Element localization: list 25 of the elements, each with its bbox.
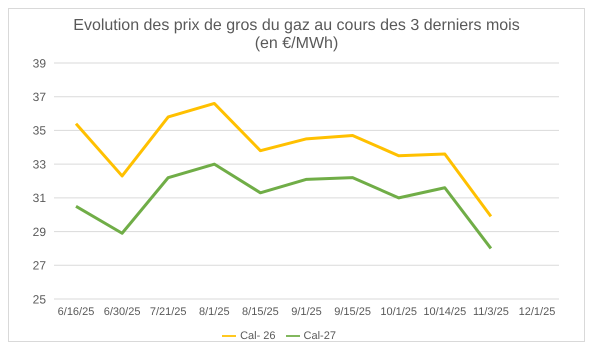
y-tick-label: 37 xyxy=(32,90,46,104)
x-tick-label: 11/3/25 xyxy=(472,306,509,318)
line-series xyxy=(74,102,492,218)
legend-label: Cal-27 xyxy=(304,330,336,342)
x-tick-label: 8/15/25 xyxy=(242,306,279,318)
x-tick-label: 6/30/25 xyxy=(104,306,140,318)
x-tick-label: 10/14/25 xyxy=(423,306,466,318)
x-tick-label: 6/16/25 xyxy=(58,306,94,318)
y-tick-label: 29 xyxy=(32,224,46,239)
line-series xyxy=(74,162,492,250)
x-tick-label: 8/1/25 xyxy=(199,306,230,318)
chart-title: Evolution des prix de gros du gaz au cours des 3 derniers mois xyxy=(72,17,521,35)
legend-label: Cal- 26 xyxy=(240,330,276,342)
x-tick-label: 12/1/25 xyxy=(518,306,556,318)
x-tick-label: 10/1/25 xyxy=(380,306,418,318)
x-tick-label: 9/1/25 xyxy=(291,306,322,318)
y-tick-label: 39 xyxy=(32,56,46,70)
y-tick-label: 27 xyxy=(32,258,46,273)
x-tick-label: 9/15/25 xyxy=(334,306,371,318)
chart-subtitle: (en €/MWh) xyxy=(254,35,340,53)
y-tick-label: 25 xyxy=(32,292,46,306)
y-tick-label: 31 xyxy=(32,191,46,206)
y-tick-label: 35 xyxy=(32,124,46,138)
x-tick-label: 7/21/25 xyxy=(150,306,187,318)
y-tick-label: 33 xyxy=(32,157,46,172)
